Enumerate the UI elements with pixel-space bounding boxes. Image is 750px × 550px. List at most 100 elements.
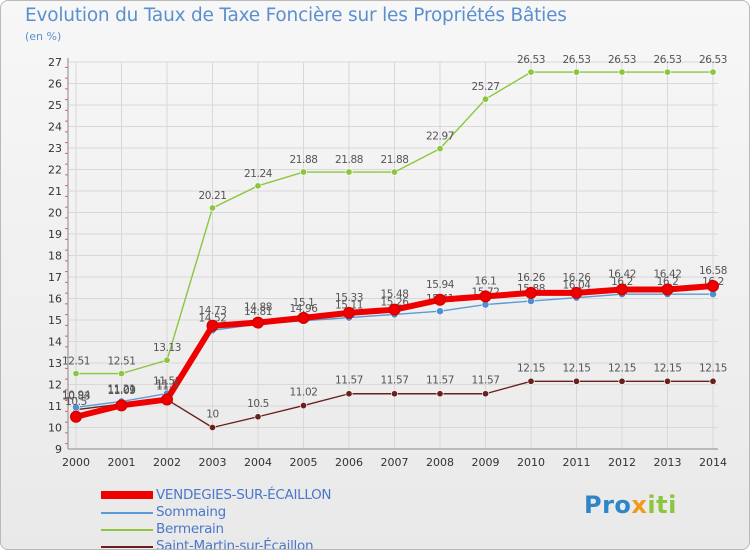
legend-label-bermerain: Bermerain [156, 521, 224, 537]
logo-part-1: Pro [584, 491, 632, 519]
point-vendegies-sur-caillon-2004 [252, 316, 264, 329]
data-label-sommaing-2012: 16.2 [611, 276, 633, 288]
data-label-saint-martin-sur-caillon-2010: 12.15 [517, 362, 545, 374]
y-tick-25: 25 [48, 99, 62, 112]
legend-item-bermerain: Bermerain [101, 521, 401, 538]
y-tick-11: 11 [48, 400, 62, 413]
point-bermerain-2005 [299, 168, 307, 176]
point-sommaing-2008 [436, 307, 444, 316]
y-tick-24: 24 [48, 121, 62, 134]
data-label-bermerain-2003: 20.21 [198, 190, 226, 202]
data-label-bermerain-2011: 26.53 [562, 54, 590, 66]
point-saint-martin-sur-caillon-2008 [436, 390, 444, 398]
y-tick-14: 14 [48, 336, 62, 349]
point-saint-martin-sur-caillon-2004 [254, 413, 262, 421]
y-tick-23: 23 [48, 142, 62, 155]
y-tick-19: 19 [48, 228, 62, 241]
legend-swatch-bermerain [101, 529, 153, 531]
point-bermerain-2014 [709, 68, 717, 76]
data-label-saint-martin-sur-caillon-2007: 11.57 [380, 375, 408, 387]
data-label-sommaing-2006: 15.11 [335, 300, 363, 312]
y-tick-21: 21 [48, 185, 62, 198]
data-label-bermerain-2004: 21.24 [244, 168, 273, 180]
data-label-vendegies-sur-caillon-2014: 16.58 [699, 265, 727, 277]
proxiti-logo: Proxiti [584, 491, 677, 519]
data-label-bermerain-2008: 22.97 [426, 131, 454, 143]
point-bermerain-2000 [72, 370, 80, 378]
y-tick-27: 27 [48, 56, 62, 69]
legend-label-saint-martin: Saint-Martin-sur-Écaillon [156, 538, 314, 550]
data-label-vendegies-sur-caillon-2007: 15.48 [380, 289, 408, 301]
point-vendegies-sur-caillon-2007 [388, 303, 401, 316]
x-tick-2009: 2009 [472, 456, 500, 469]
x-tick-2008: 2008 [426, 456, 454, 469]
data-label-sommaing-2013: 16.2 [657, 276, 679, 288]
data-label-vendegies-sur-caillon-2012: 16.42 [608, 268, 636, 280]
point-saint-martin-sur-caillon-2012 [618, 377, 626, 385]
data-label-saint-martin-sur-caillon-2014: 12.15 [699, 362, 727, 374]
point-vendegies-sur-caillon-2009 [479, 290, 492, 303]
data-label-bermerain-2002: 13.13 [153, 342, 181, 354]
point-saint-martin-sur-caillon-2007 [390, 390, 398, 398]
data-label-bermerain-2006: 21.88 [335, 154, 363, 166]
chart-legend: VENDEGIES-SUR-ÉCAILLON Sommaing Bermerai… [101, 487, 401, 550]
x-tick-2014: 2014 [699, 456, 727, 469]
legend-label-vendegies: VENDEGIES-SUR-ÉCAILLON [156, 487, 332, 503]
y-tick-18: 18 [48, 250, 62, 263]
x-tick-2002: 2002 [153, 456, 181, 469]
data-label-saint-martin-sur-caillon-2013: 12.15 [653, 362, 681, 374]
point-bermerain-2004 [254, 182, 262, 190]
point-bermerain-2012 [618, 68, 626, 76]
data-label-bermerain-2009: 25.27 [471, 81, 499, 93]
point-vendegies-sur-caillon-2013 [661, 283, 674, 296]
point-saint-martin-sur-caillon-2006 [345, 390, 353, 398]
point-vendegies-sur-caillon-2001 [115, 399, 128, 412]
data-label-saint-martin-sur-caillon-2003: 10 [206, 409, 219, 421]
point-saint-martin-sur-caillon-2011 [572, 377, 580, 385]
point-bermerain-2003 [209, 204, 217, 212]
data-label-saint-martin-sur-caillon-2009: 11.57 [471, 375, 499, 387]
data-label-saint-martin-sur-caillon-2001: 11.09 [107, 385, 135, 397]
point-saint-martin-sur-caillon-2013 [663, 377, 671, 385]
y-tick-20: 20 [48, 207, 62, 220]
y-tick-26: 26 [48, 78, 62, 91]
chart-subtitle: (en %) [25, 30, 62, 43]
point-saint-martin-sur-caillon-2010 [527, 377, 535, 385]
x-tick-2007: 2007 [381, 456, 409, 469]
chart-title: Evolution du Taux de Taxe Foncière sur l… [25, 5, 567, 26]
y-tick-15: 15 [48, 314, 62, 327]
legend-swatch-vendegies [101, 491, 153, 499]
x-tick-2010: 2010 [517, 456, 545, 469]
point-saint-martin-sur-caillon-2009 [481, 390, 489, 398]
data-label-vendegies-sur-caillon-2006: 15.33 [335, 292, 363, 304]
point-vendegies-sur-caillon-2006 [343, 306, 355, 319]
point-saint-martin-sur-caillon-2005 [299, 402, 307, 410]
x-tick-2000: 2000 [62, 456, 90, 469]
data-label-bermerain-2001: 12.51 [107, 356, 135, 368]
x-tick-2013: 2013 [654, 456, 682, 469]
data-label-saint-martin-sur-caillon-2012: 12.15 [608, 362, 636, 374]
legend-swatch-sommaing [101, 512, 153, 514]
x-tick-2003: 2003 [199, 456, 227, 469]
y-tick-13: 13 [48, 357, 62, 370]
data-label-vendegies-sur-caillon-2011: 16.26 [562, 272, 591, 284]
y-tick-12: 12 [48, 379, 62, 392]
legend-item-vendegies: VENDEGIES-SUR-ÉCAILLON [101, 487, 401, 504]
data-label-vendegies-sur-caillon-2000: 10.5 [65, 396, 87, 408]
legend-item-sommaing: Sommaing [101, 504, 401, 521]
data-label-vendegies-sur-caillon-2002: 11.3 [156, 379, 178, 391]
point-bermerain-2006 [345, 168, 353, 176]
x-tick-2005: 2005 [290, 456, 318, 469]
data-label-vendegies-sur-caillon-2001: 11.03 [107, 384, 135, 396]
data-label-bermerain-2012: 26.53 [608, 54, 636, 66]
data-label-sommaing-2003: 14.52 [198, 312, 226, 324]
y-tick-22: 22 [48, 164, 62, 177]
x-tick-2011: 2011 [563, 456, 591, 469]
point-bermerain-2013 [663, 68, 671, 76]
y-tick-9: 9 [55, 443, 62, 456]
y-tick-10: 10 [48, 422, 62, 435]
point-bermerain-2007 [390, 168, 398, 176]
point-vendegies-sur-caillon-2000 [70, 410, 82, 423]
